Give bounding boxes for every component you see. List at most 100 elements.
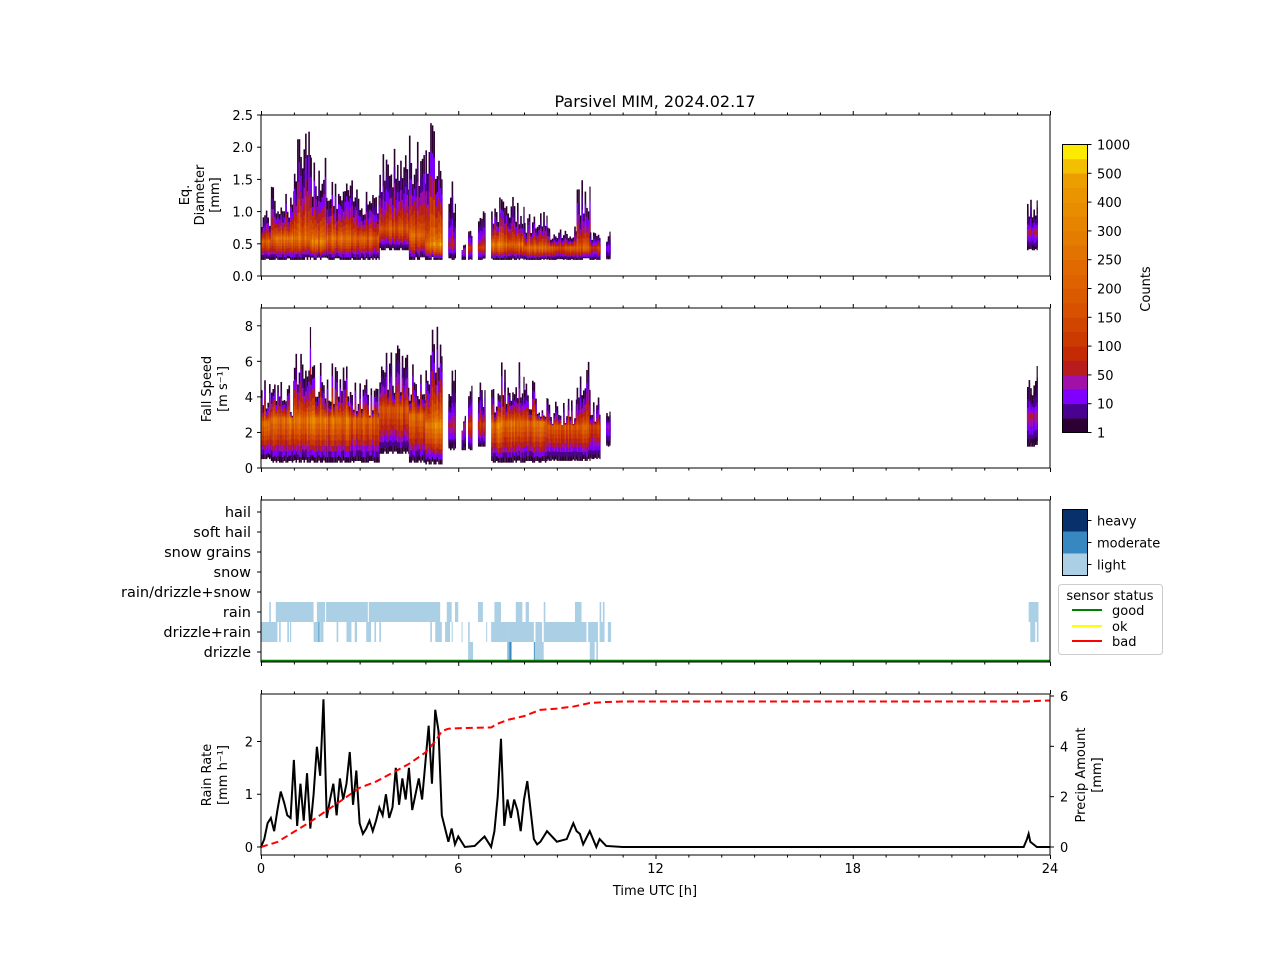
y-tick-label: 1.0 <box>232 206 253 221</box>
heatmap-cell <box>270 236 273 241</box>
heatmap-cell <box>572 246 575 249</box>
rainrate-y-ticks: 0 1 2 <box>245 735 261 856</box>
y-tick-label: 2 <box>245 735 253 750</box>
colorbar-band <box>1062 230 1088 246</box>
heatmap-cell <box>420 414 422 421</box>
precip-segment <box>1036 622 1039 642</box>
heatmap-cell <box>597 424 600 430</box>
heatmap-cell <box>495 423 498 429</box>
precip-segment <box>602 602 605 622</box>
heatmap-cell <box>267 240 269 243</box>
heatmap-cell <box>482 246 485 249</box>
heatmap-cell <box>315 239 317 243</box>
heatmap-cell <box>367 236 369 241</box>
legend-title: sensor status <box>1066 589 1153 604</box>
heatmap-cell <box>282 417 284 424</box>
heatmap-cell <box>388 406 391 414</box>
colorbar-label: Counts <box>1139 266 1154 312</box>
figure-title: Parsivel MIM, 2024.02.17 <box>554 92 755 111</box>
heatmap-cell <box>275 236 278 240</box>
heatmap-cell <box>416 414 419 421</box>
heatmap-cell <box>293 417 296 424</box>
colorbar-band <box>1062 302 1088 318</box>
heatmap-cell <box>384 407 386 414</box>
heatmap-cell <box>280 417 283 424</box>
precip-segment <box>588 622 598 642</box>
precip-segment <box>313 622 319 642</box>
heatmap-cell <box>382 226 385 231</box>
heatmap-cell <box>364 237 366 241</box>
heatmap-cell <box>451 422 454 427</box>
category-label: snow <box>214 565 252 581</box>
heatmap-cell <box>502 243 505 246</box>
heatmap-cell <box>574 246 576 249</box>
colorbar-band <box>1062 216 1088 232</box>
heatmap-cell <box>264 240 266 243</box>
heatmap-cell <box>591 425 593 430</box>
fallspeed-x-ticks <box>261 304 1051 472</box>
heatmap-cell <box>365 236 368 240</box>
precip-segment <box>599 622 605 642</box>
sensor-status-legend: sensor status good ok bad <box>1058 584 1163 655</box>
heatmap-cell <box>1033 230 1035 234</box>
heatmap-cell <box>431 422 434 429</box>
heatmap-cell <box>558 246 560 249</box>
heatmap-cell <box>376 236 379 240</box>
fallspeed-ylabel-line1: Fall Speed <box>200 356 215 422</box>
heatmap-cell <box>295 236 298 241</box>
category-label: soft hail <box>193 525 251 541</box>
heatmap-cell <box>586 246 588 249</box>
heatmap-cell <box>385 406 388 414</box>
colorbar-band <box>1062 158 1088 174</box>
heatmap-cell <box>494 243 496 246</box>
diameter-ylabel-line1: Eq. <box>178 185 193 206</box>
heatmap-cell <box>561 425 564 430</box>
heatmap-cell <box>378 418 380 424</box>
heatmap-cell <box>1030 414 1032 419</box>
heatmap-cell <box>528 246 531 249</box>
heatmap-cell <box>345 417 348 424</box>
heatmap-cell <box>504 243 506 246</box>
precip-segment <box>454 602 459 622</box>
heatmap-cell <box>578 424 580 430</box>
legend-good-label: good <box>1112 604 1144 619</box>
heatmap-cell <box>413 233 416 238</box>
heatmap-cell <box>382 406 385 414</box>
precip-amount-line <box>260 699 1051 848</box>
heatmap-cell <box>449 243 452 246</box>
heatmap-cell <box>583 246 585 249</box>
heatmap-cell <box>359 417 361 424</box>
heatmap-cell <box>536 246 539 249</box>
heatmap-cell <box>412 413 414 421</box>
heatmap-cell <box>352 236 355 241</box>
y-tick-label: 0 <box>245 462 253 477</box>
rainrate-ylabel-line1: Rain Rate <box>200 744 215 807</box>
intensity-colorbar-frame <box>1062 509 1088 576</box>
heatmap-cell <box>354 417 357 424</box>
heatmap-cell <box>471 422 473 427</box>
precip-segment <box>509 642 512 662</box>
colorbar-tick-label: 250 <box>1097 254 1122 269</box>
precip-segment <box>446 602 452 622</box>
heatmap-cell <box>336 236 338 240</box>
heatmap-cell <box>396 406 399 414</box>
precip-segment <box>336 622 339 642</box>
heatmap-cell <box>331 236 334 241</box>
precip-segment <box>279 622 281 642</box>
colorbar-tick-label: 1000 <box>1097 139 1130 154</box>
heatmap-cell <box>520 243 522 246</box>
heatmap-cell <box>609 246 611 249</box>
heatmap-cell <box>530 421 532 427</box>
colorbar-band <box>1062 403 1088 419</box>
heatmap-cell <box>563 424 565 430</box>
precip-segment <box>275 602 314 622</box>
heatmap-cell <box>433 242 435 246</box>
precip-amount-ylabel-line1: Precip Amount <box>1074 728 1089 823</box>
heatmap-cell <box>508 243 511 246</box>
heatmap-cell <box>334 236 337 240</box>
heatmap-cell <box>515 243 517 246</box>
y-tick-label: 2 <box>245 426 253 441</box>
heatmap-cell <box>278 236 281 241</box>
heatmap-cell <box>564 425 567 430</box>
heatmap-cell <box>533 246 536 249</box>
